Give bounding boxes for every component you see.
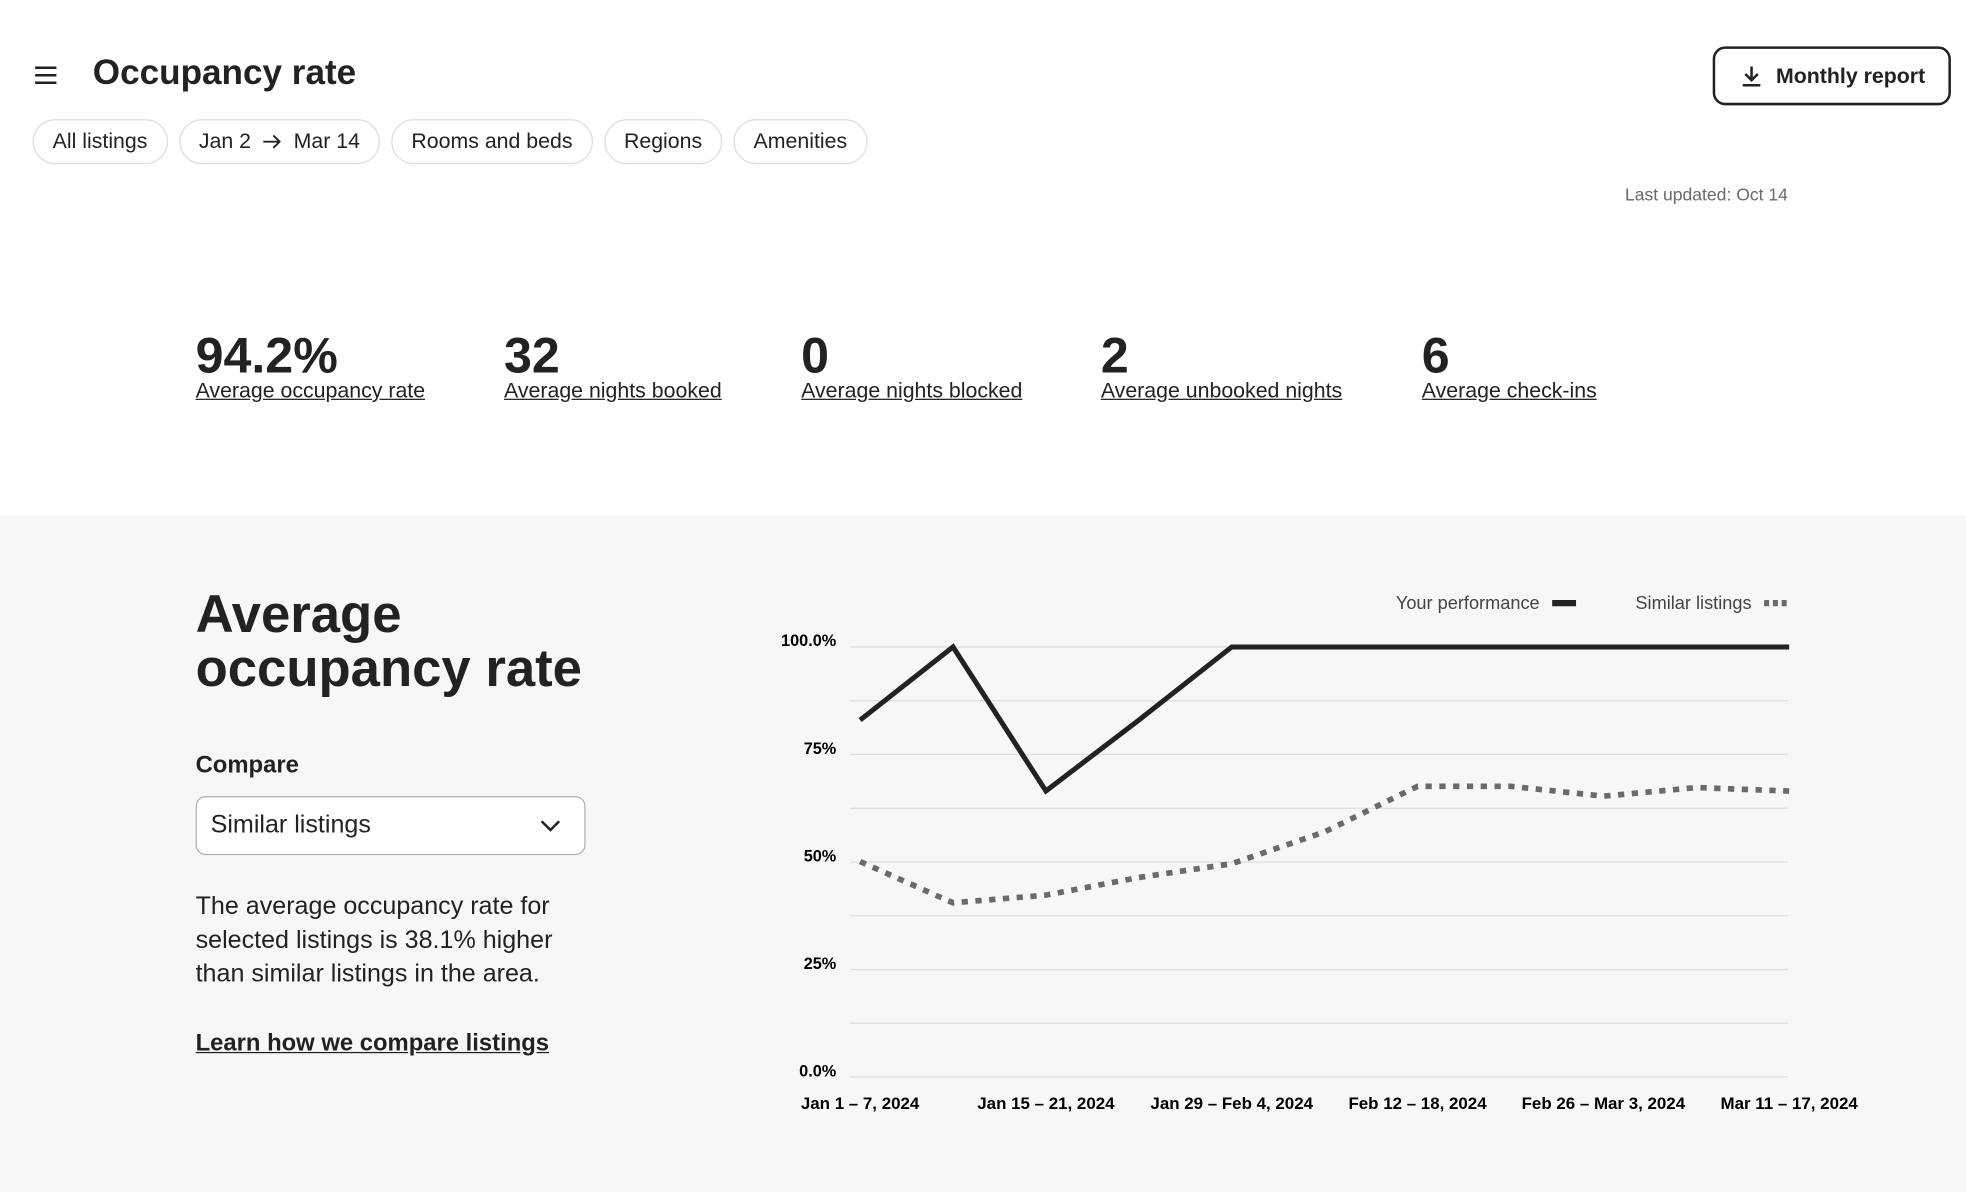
series-line bbox=[858, 783, 1790, 906]
date-to: Mar 14 bbox=[293, 129, 360, 153]
y-tick-label: 50% bbox=[804, 847, 837, 865]
stat-value: 0 bbox=[801, 328, 830, 384]
stat-label[interactable]: Average occupancy rate bbox=[195, 378, 426, 403]
chart: 0.0% 25% 50% 75% 100.0% Jan 1 – 7, 2024 Jan 15… bbox=[781, 593, 1859, 1113]
arrow-icon bbox=[263, 134, 282, 149]
date-chip[interactable]: Jan 2 Mar 14 bbox=[178, 119, 381, 165]
y-tick-label: 25% bbox=[804, 955, 837, 973]
legend-label: Your performance bbox=[1396, 593, 1540, 613]
filter-chip[interactable]: All listings bbox=[32, 119, 168, 165]
series-line bbox=[858, 643, 1790, 795]
last-updated: Last updated: Oct 14 bbox=[1624, 184, 1788, 205]
button-label: Monthly report bbox=[1776, 63, 1926, 88]
stat: 2 Average unbooked nights bbox=[1101, 328, 1342, 403]
filter-chip[interactable]: Amenities bbox=[733, 119, 868, 165]
stat-value: 2 bbox=[1100, 328, 1129, 384]
legend-label: Similar listings bbox=[1635, 593, 1751, 613]
filter-bar: All listings Jan 2 Mar 14 Rooms and beds … bbox=[32, 119, 879, 165]
select-value: Similar listings bbox=[210, 811, 371, 839]
stat: 0 Average nights blocked bbox=[801, 328, 1022, 403]
page-title: Occupancy rate bbox=[92, 52, 357, 92]
stat-value: 6 bbox=[1421, 328, 1450, 384]
stat-label[interactable]: Average check-ins bbox=[1421, 378, 1597, 403]
y-tick-label: 100.0% bbox=[781, 632, 837, 650]
stat: 94.2% Average occupancy rate bbox=[196, 328, 425, 403]
y-tick-label: 0.0% bbox=[799, 1062, 837, 1080]
stat-label[interactable]: Average unbooked nights bbox=[1100, 378, 1343, 403]
stat: 6 Average check-ins bbox=[1422, 328, 1597, 403]
x-tick-label: Mar 11 – 17, 2024 bbox=[1721, 1094, 1859, 1113]
stat: 32 Average nights booked bbox=[504, 328, 722, 403]
stat-value: 32 bbox=[504, 328, 560, 384]
compare-link[interactable]: Learn how we compare listings bbox=[195, 1030, 550, 1057]
date-from: Jan 2 bbox=[198, 129, 251, 153]
stat-label[interactable]: Average nights booked bbox=[504, 378, 722, 403]
x-tick-label: Jan 29 – Feb 4, 2024 bbox=[1150, 1094, 1313, 1113]
x-tick-label: Feb 26 – Mar 3, 2024 bbox=[1522, 1094, 1686, 1113]
stat-value: 94.2% bbox=[195, 328, 338, 384]
description: The average occupancy rate for selected … bbox=[195, 892, 553, 988]
filter-chip[interactable]: Rooms and beds bbox=[391, 119, 593, 165]
menu-icon[interactable] bbox=[34, 65, 59, 85]
panel-title: Average occupancy rate bbox=[195, 584, 582, 698]
download-icon bbox=[1742, 65, 1760, 86]
compare-select[interactable]: Similar listings bbox=[195, 796, 586, 856]
y-tick-label: 75% bbox=[804, 740, 837, 758]
x-tick-label: Jan 1 – 7, 2024 bbox=[801, 1094, 920, 1113]
compare-label: Compare bbox=[195, 752, 299, 779]
x-tick-label: Jan 15 – 21, 2024 bbox=[977, 1094, 1115, 1113]
filter-chip[interactable]: Regions bbox=[603, 119, 723, 165]
stat-label[interactable]: Average nights blocked bbox=[801, 378, 1023, 403]
x-tick-label: Feb 12 – 18, 2024 bbox=[1348, 1094, 1487, 1113]
report-button[interactable]: Monthly report bbox=[1712, 46, 1951, 106]
chevron-icon bbox=[540, 820, 561, 832]
